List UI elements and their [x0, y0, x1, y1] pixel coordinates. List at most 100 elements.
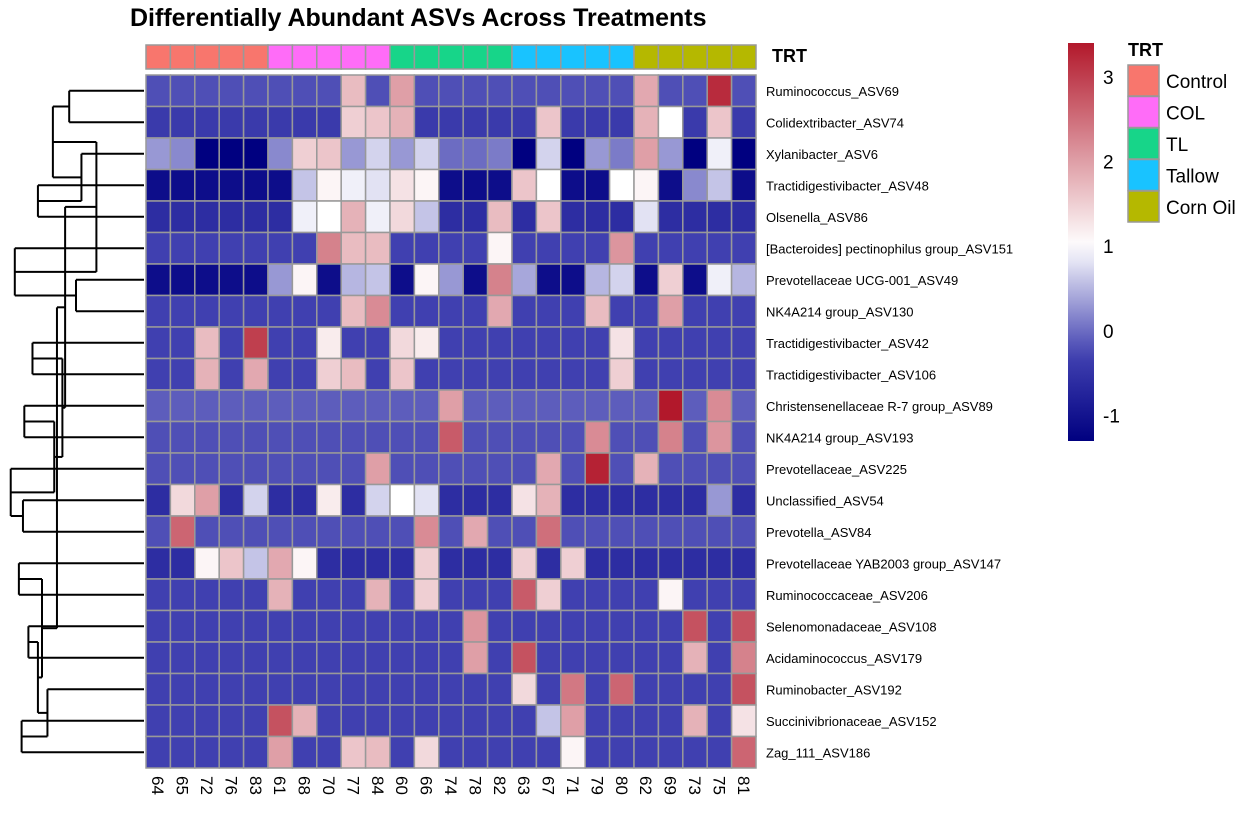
annotation-cell [535, 44, 562, 70]
heatmap-cell [316, 420, 342, 454]
heatmap-cell [194, 231, 220, 265]
heatmap-cell [486, 105, 513, 139]
annotation-cell [560, 44, 586, 70]
heatmap-cell [584, 672, 611, 706]
heatmap-cell [145, 515, 172, 549]
heatmap-cell [657, 74, 684, 108]
heatmap-cell [242, 515, 269, 549]
legend-label: Control [1166, 72, 1227, 93]
chart-title: Differentially Abundant ASVs Across Trea… [130, 4, 707, 32]
heatmap-cell [560, 389, 586, 423]
column-label: 83 [246, 776, 265, 795]
heatmap-cell [584, 704, 611, 738]
heatmap-cell [267, 704, 294, 738]
legend-label: TL [1166, 135, 1188, 156]
heatmap-cell [730, 452, 757, 486]
heatmap-cell [145, 578, 172, 612]
heatmap-cell [389, 231, 416, 265]
heatmap-cell [462, 263, 489, 297]
heatmap-cell [291, 357, 318, 391]
heatmap-cell [560, 231, 586, 265]
heatmap-cell [730, 389, 757, 423]
heatmap-cell [511, 294, 538, 328]
heatmap-cell [316, 105, 342, 139]
color-scale-tick: 0 [1103, 322, 1114, 343]
heatmap-cell [730, 137, 757, 171]
heatmap-cell [389, 704, 416, 738]
heatmap-cell [413, 105, 440, 139]
heatmap-cell [169, 452, 196, 486]
heatmap-cell [389, 105, 416, 139]
heatmap-cell [730, 231, 757, 265]
heatmap-cell [584, 200, 611, 234]
heatmap-cell [413, 735, 440, 769]
heatmap-cell [218, 735, 245, 769]
heatmap-cell [291, 735, 318, 769]
heatmap-cell [608, 483, 635, 517]
heatmap-cell [194, 420, 220, 454]
heatmap-cell [291, 515, 318, 549]
heatmap-cell [267, 672, 294, 706]
heatmap-cell [682, 74, 708, 108]
heatmap-cell [682, 641, 708, 675]
heatmap-cell [706, 137, 733, 171]
heatmap-cell [608, 263, 635, 297]
annotation-cell [389, 44, 416, 70]
heatmap-cell [633, 735, 660, 769]
heatmap-cell [486, 294, 513, 328]
heatmap-cell [389, 609, 416, 643]
heatmap-cell [194, 641, 220, 675]
heatmap-cell [389, 420, 416, 454]
heatmap-cell [218, 452, 245, 486]
heatmap-cell [169, 420, 196, 454]
heatmap-cell [242, 420, 269, 454]
heatmap-cell [145, 74, 172, 108]
column-label: 60 [392, 776, 411, 795]
heatmap-cell [267, 105, 294, 139]
heatmap-cell [486, 609, 513, 643]
treatment-annotation-bar [145, 44, 757, 70]
heatmap-cell [242, 294, 269, 328]
heatmap-cell [511, 546, 538, 580]
row-label: Acidaminococcus_ASV179 [766, 651, 922, 666]
heatmap-cell [706, 326, 733, 360]
heatmap-cell [560, 735, 586, 769]
heatmap-cell [682, 704, 708, 738]
heatmap-cell [462, 389, 489, 423]
heatmap-cell [657, 326, 684, 360]
heatmap-cell [145, 200, 172, 234]
heatmap-cell [560, 420, 586, 454]
heatmap-cell [438, 735, 464, 769]
heatmap-cell [389, 326, 416, 360]
heatmap-cell [413, 704, 440, 738]
heatmap-cell [608, 641, 635, 675]
heatmap-cell [267, 609, 294, 643]
heatmap-cell [218, 420, 245, 454]
heatmap-cell [706, 420, 733, 454]
heatmap-cell [242, 326, 269, 360]
annotation-cell [438, 44, 464, 70]
heatmap-cell [706, 389, 733, 423]
heatmap-cell [657, 452, 684, 486]
heatmap-cell [706, 231, 733, 265]
heatmap-cell [291, 546, 318, 580]
heatmap-cell [145, 704, 172, 738]
heatmap-cell [389, 578, 416, 612]
heatmap-cell [486, 515, 513, 549]
heatmap-cell [340, 105, 367, 139]
heatmap-cell [267, 200, 294, 234]
heatmap-cell [438, 483, 464, 517]
heatmap-cell [560, 704, 586, 738]
legend-label: Corn Oil [1166, 198, 1236, 219]
heatmap-cell [364, 672, 391, 706]
heatmap-cell [462, 420, 489, 454]
heatmap-cell [682, 420, 708, 454]
heatmap-cell [413, 578, 440, 612]
heatmap-cell [462, 452, 489, 486]
heatmap-cell [340, 231, 367, 265]
heatmap-cell [462, 200, 489, 234]
heatmap-cell [511, 389, 538, 423]
heatmap-cell [633, 326, 660, 360]
heatmap-cell [584, 357, 611, 391]
